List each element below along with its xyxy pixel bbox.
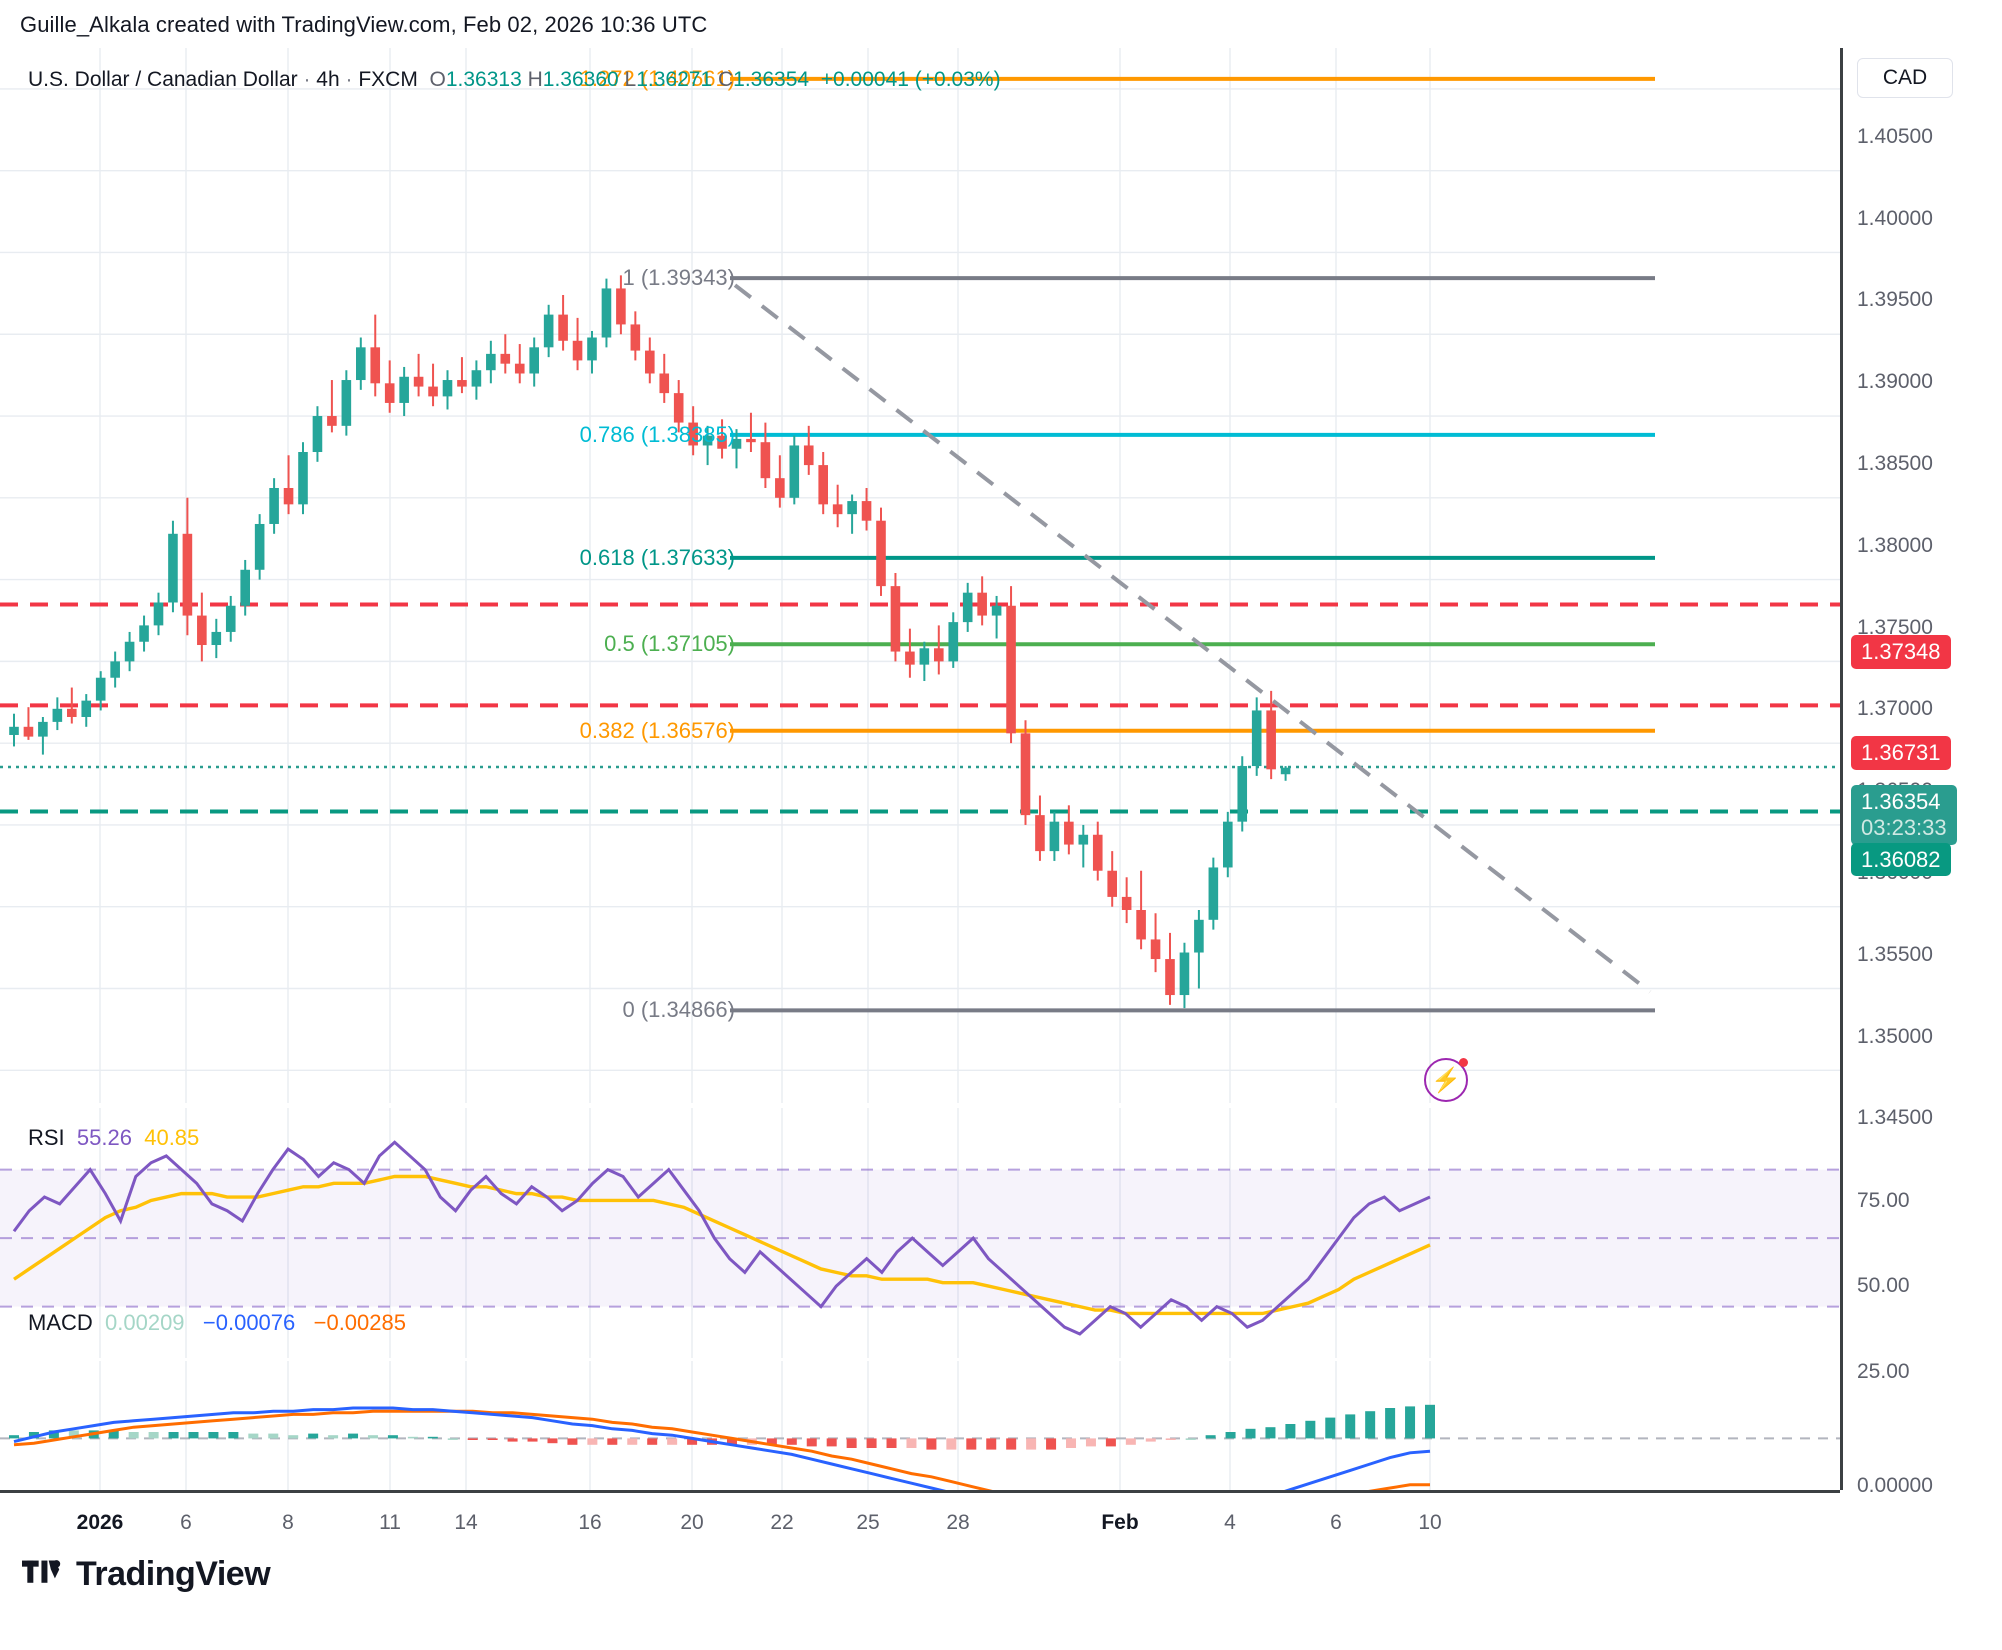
- legend-low-label: L: [624, 68, 637, 91]
- rsi-tick-2: 25.00: [1857, 1359, 1910, 1383]
- currency-badge[interactable]: CAD: [1857, 58, 1953, 98]
- macd-pane[interactable]: [0, 1361, 1840, 1490]
- fib-label-1: 1 (1.39343): [622, 265, 735, 291]
- countdown-timer: 03:23:33: [1861, 815, 1947, 841]
- price-tick-12: 1.34500: [1857, 1106, 1933, 1130]
- legend-symbol[interactable]: U.S. Dollar / Canadian Dollar: [28, 68, 298, 91]
- time-tick-11: 4: [1224, 1511, 1236, 1534]
- price-tag-2[interactable]: 1.36354 03:23:33: [1851, 785, 1957, 845]
- time-tick-2: 8: [282, 1511, 294, 1534]
- price-tick-4: 1.38500: [1857, 452, 1933, 476]
- attribution-text: Guille_Alkala created with TradingView.c…: [20, 12, 708, 37]
- time-tick-5: 16: [578, 1511, 602, 1534]
- legend-high-label: H: [527, 68, 543, 91]
- rsi-tick-1: 50.00: [1857, 1274, 1910, 1298]
- time-tick-13: 10: [1418, 1511, 1442, 1534]
- time-tick-10: Feb: [1101, 1511, 1139, 1534]
- fib-label-2: 0.786 (1.38385): [579, 421, 735, 447]
- rsi-pane[interactable]: [0, 1108, 1840, 1358]
- time-tick-1: 6: [180, 1511, 192, 1534]
- fib-label-4: 0.5 (1.37105): [604, 631, 735, 657]
- time-axis[interactable]: 2026 6 8 11 14 16 20 22 25 28 Feb 4 6 10: [0, 1490, 1840, 1550]
- time-tick-4: 14: [454, 1511, 478, 1534]
- price-tag-1[interactable]: 1.36731: [1851, 736, 1951, 771]
- price-tick-11: 1.35000: [1857, 1024, 1933, 1048]
- price-tag-value: 1.36731: [1861, 740, 1941, 766]
- axis-corner: [1840, 1490, 2002, 1550]
- fib-label-3: 0.618 (1.37633): [579, 544, 735, 570]
- price-pane[interactable]: [0, 48, 1840, 1103]
- time-tick-3: 11: [379, 1511, 401, 1534]
- legend-interval[interactable]: 4h: [316, 68, 340, 91]
- legend-sep-1: ·: [297, 68, 317, 91]
- fib-label-0: 1.272 (1.40561): [579, 65, 735, 91]
- legend-open-label: O: [429, 68, 446, 91]
- price-tag-0[interactable]: 1.37348: [1851, 635, 1951, 670]
- time-tick-6: 20: [680, 1511, 704, 1534]
- macd-tick-0: 0.00000: [1857, 1474, 1933, 1498]
- price-tick-0: 1.40500: [1857, 124, 1933, 148]
- rsi-tick-0: 75.00: [1857, 1188, 1910, 1212]
- legend-exchange[interactable]: FXCM: [358, 68, 418, 91]
- time-tick-0: 2026: [76, 1511, 124, 1534]
- chart-frame[interactable]: ⚡: [0, 48, 1840, 1490]
- chart-legend[interactable]: U.S. Dollar / Canadian Dollar · 4h · FXC…: [28, 68, 1001, 92]
- legend-high-value: 1.36360: [542, 68, 619, 91]
- macd-line-value: −0.00076: [202, 1310, 296, 1335]
- rsi-label: RSI: [28, 1125, 65, 1150]
- tradingview-logo-icon: [22, 1559, 61, 1583]
- fib-label-6: 0 (1.34866): [622, 997, 735, 1023]
- macd-signal-value: −0.00285: [313, 1310, 406, 1335]
- legend-low-value: 1.36271: [636, 68, 713, 91]
- fib-label-5: 0.382 (1.36576): [579, 717, 735, 743]
- tradingview-logo-text: TradingView: [76, 1555, 271, 1593]
- rsi-ma-value: 40.85: [144, 1125, 200, 1150]
- price-tick-2: 1.39500: [1857, 288, 1933, 312]
- price-axis[interactable]: CAD 1.40500 1.40000 1.39500 1.39000 1.38500 1…: [1840, 48, 2002, 1497]
- rsi-legend[interactable]: RSI 55.26 40.85: [28, 1125, 199, 1151]
- price-tag-value: 1.36354: [1861, 789, 1941, 815]
- macd-hist-value: 0.00209: [105, 1310, 185, 1335]
- lightning-icon[interactable]: ⚡: [1424, 1058, 1468, 1102]
- legend-close-value: 1.36354: [733, 68, 810, 91]
- price-tag-value: 1.36082: [1861, 846, 1941, 872]
- price-tick-1: 1.40000: [1857, 206, 1933, 230]
- legend-open-value: 1.36313: [445, 68, 522, 91]
- legend-sep-2: ·: [339, 68, 359, 91]
- time-tick-12: 6: [1330, 1511, 1342, 1534]
- time-tick-9: 28: [946, 1511, 970, 1534]
- price-tick-7: 1.37000: [1857, 697, 1933, 721]
- tradingview-logo: TradingView: [22, 1555, 271, 1594]
- time-tick-8: 25: [856, 1511, 880, 1534]
- price-tag-3[interactable]: 1.36082: [1851, 842, 1951, 877]
- price-tick-6: 1.37500: [1857, 615, 1933, 639]
- rsi-plot: [0, 1108, 1840, 1358]
- legend-change: +0.00041 (+0.03%): [820, 68, 1001, 91]
- rsi-value: 55.26: [76, 1125, 132, 1150]
- price-tick-5: 1.38000: [1857, 533, 1933, 557]
- macd-label: MACD: [28, 1310, 93, 1335]
- macd-legend[interactable]: MACD 0.00209 −0.00076 −0.00285: [28, 1310, 406, 1336]
- legend-close-label: C: [718, 68, 734, 91]
- price-tick-10: 1.35500: [1857, 942, 1933, 966]
- price-tick-3: 1.39000: [1857, 370, 1933, 394]
- macd-plot: [0, 1361, 1840, 1490]
- price-tag-value: 1.37348: [1861, 639, 1941, 665]
- price-plot: [0, 48, 1840, 1103]
- time-tick-7: 22: [770, 1511, 794, 1534]
